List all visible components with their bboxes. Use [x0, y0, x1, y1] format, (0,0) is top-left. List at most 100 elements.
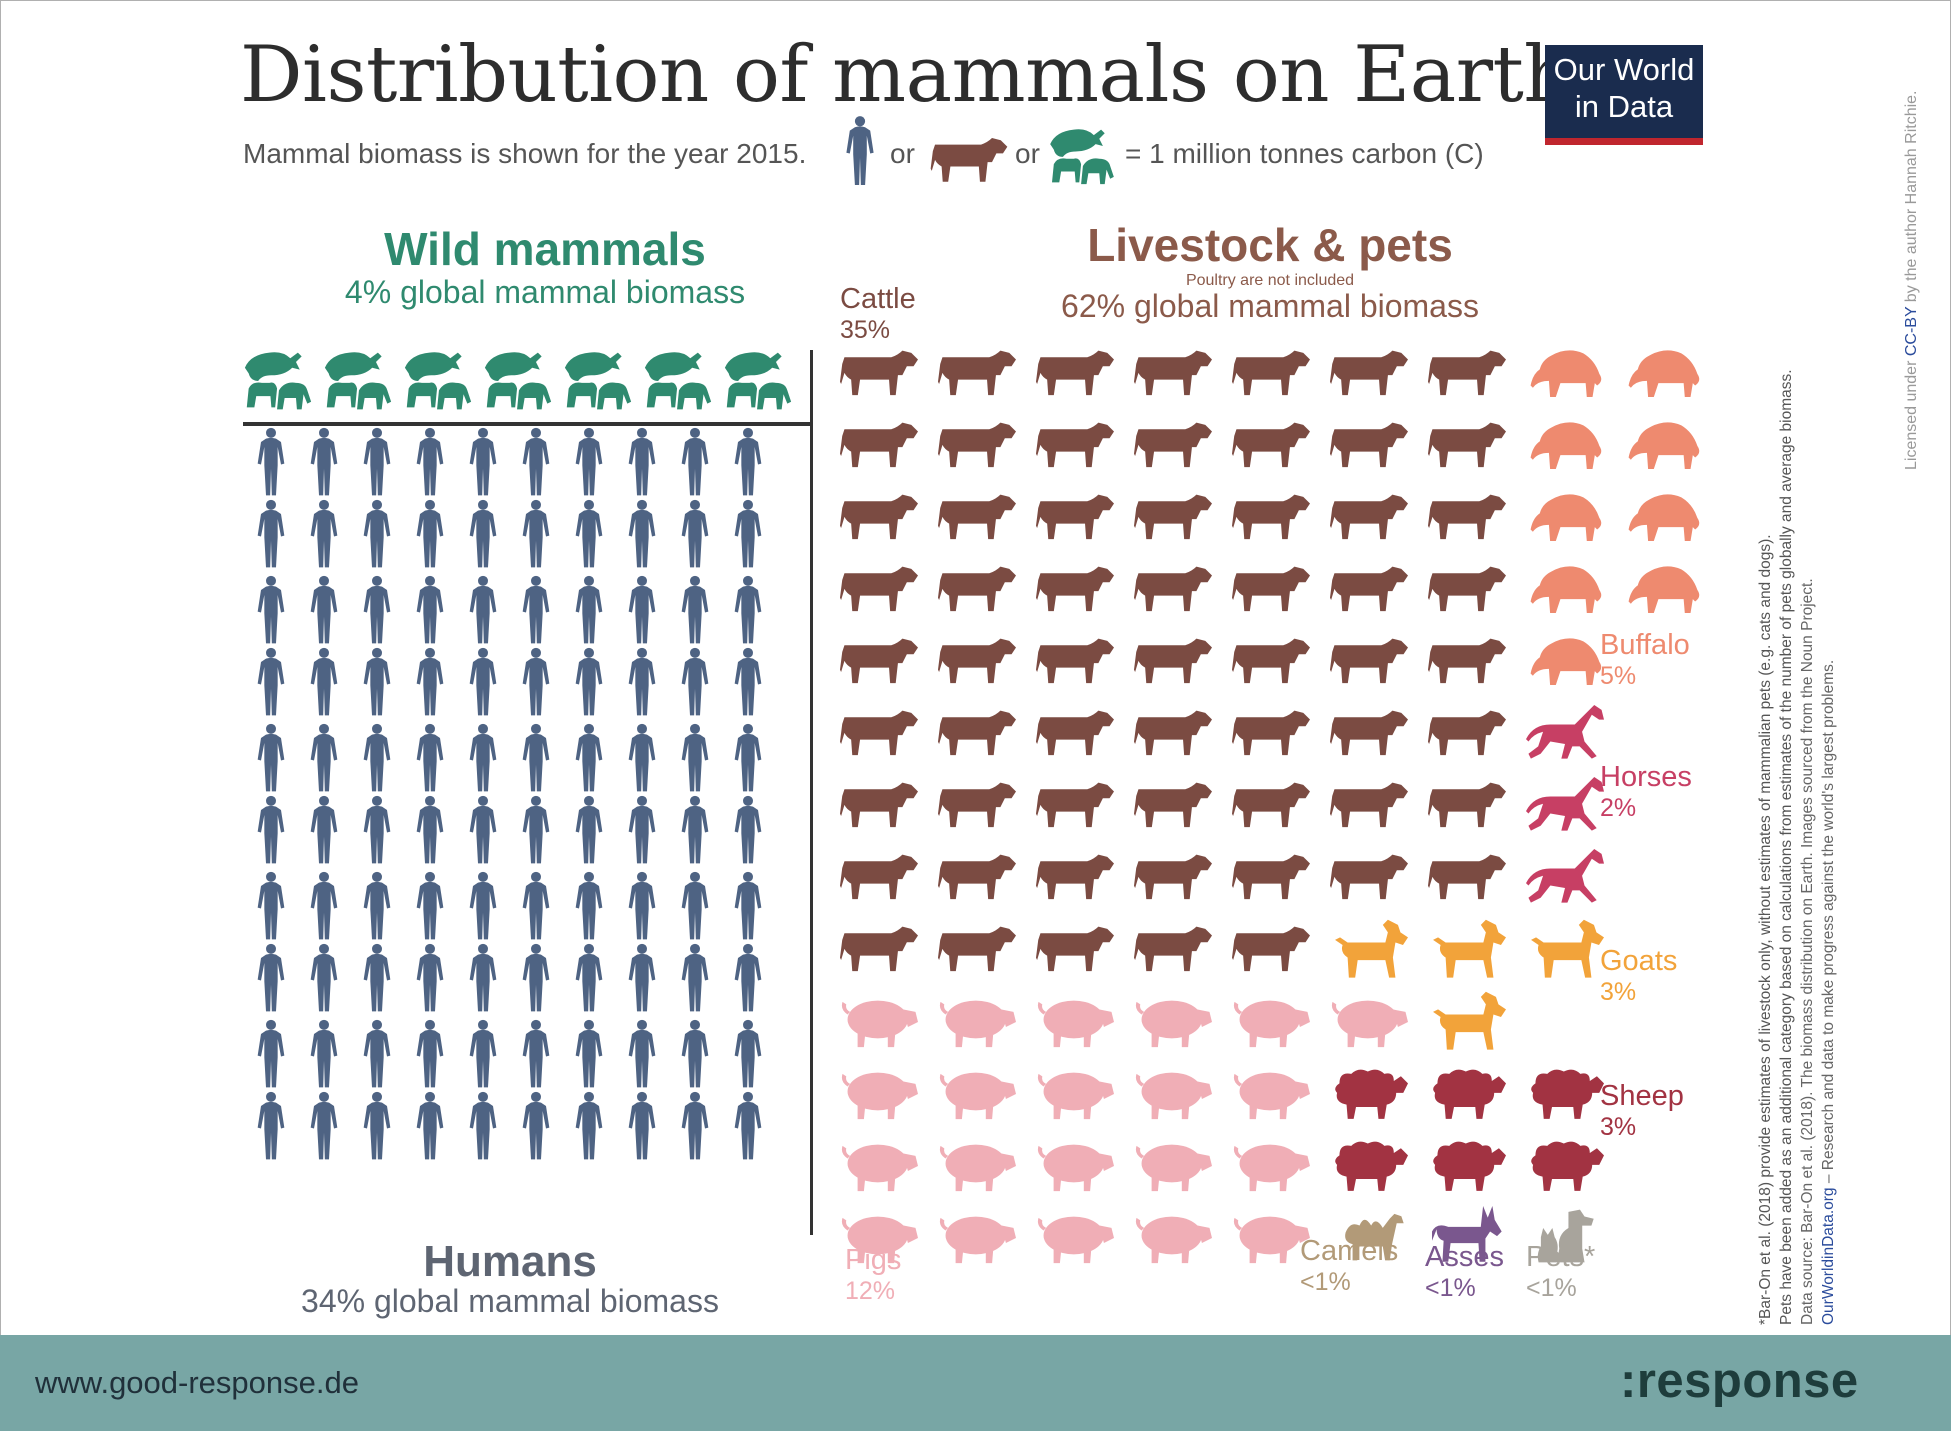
cattle-icon [938, 926, 1016, 972]
cattle-icon [1232, 638, 1310, 684]
note-line-4: OurWorldinData.org – Research and data t… [1818, 0, 1839, 1325]
cattle-icon [1134, 350, 1212, 396]
human-icon [734, 647, 762, 716]
cattle-icon [1036, 422, 1114, 468]
side-notes: *Bar-On et al. (2018) provide estimates … [1755, 0, 1839, 1325]
cattle-icon [1428, 350, 1506, 396]
human-icon [257, 647, 285, 716]
livestock-title: Livestock & pets [1087, 219, 1453, 271]
livestock-subtitle: 62% global mammal biomass [1061, 288, 1479, 324]
label-buffalo-pct: 5% [1600, 662, 1637, 690]
human-icon [575, 1091, 603, 1160]
pig-icon [939, 1216, 1016, 1264]
human-icon [681, 575, 709, 644]
owid-link[interactable]: OurWorldinData.org [1820, 1187, 1837, 1325]
cattle-icon [840, 566, 918, 612]
cattle-icon [938, 422, 1016, 468]
sheep-icon [1335, 1141, 1408, 1191]
human-icon [575, 499, 603, 568]
cattle-icon [938, 638, 1016, 684]
human-icon [310, 943, 338, 1012]
horse-icon [1526, 776, 1604, 831]
label-asses: Asses <1% [1425, 1242, 1504, 1304]
label-camels-pct: <1% [1300, 1268, 1351, 1296]
pig-icon [1233, 1216, 1310, 1264]
human-icon [575, 871, 603, 940]
human-icon [522, 647, 550, 716]
cattle-icon [840, 350, 918, 396]
human-icon [257, 943, 285, 1012]
human-icon [522, 575, 550, 644]
human-icon [257, 427, 285, 496]
human-icon [363, 575, 391, 644]
human-icon [628, 871, 656, 940]
human-icon [469, 575, 497, 644]
human-icon [628, 427, 656, 496]
human-icon [628, 1091, 656, 1160]
cattle-icon [1330, 566, 1408, 612]
sheep-icon [1335, 1069, 1408, 1119]
pig-icon [1135, 1000, 1212, 1048]
human-icon [628, 647, 656, 716]
label-buffalo: Buffalo 5% [1600, 630, 1690, 692]
cattle-icon [938, 350, 1016, 396]
cattle-icon [840, 710, 918, 756]
owid-logo[interactable]: Our World in Data [1545, 45, 1703, 145]
human-icon [310, 795, 338, 864]
label-horses-pct: 2% [1600, 794, 1637, 822]
human-icon [257, 1091, 285, 1160]
buffalo-icon [1628, 422, 1700, 469]
footer-brand: :response [1620, 1354, 1859, 1408]
cattle-icon [1232, 494, 1310, 540]
human-icon [416, 575, 444, 644]
cattle-icon [840, 494, 918, 540]
human-icon [257, 1019, 285, 1088]
cattle-icon [1330, 854, 1408, 900]
cattle-icon [1036, 782, 1114, 828]
cattle-icon [840, 638, 918, 684]
human-icon [734, 795, 762, 864]
human-icon [416, 723, 444, 792]
camel-icon [1345, 1213, 1404, 1261]
pig-icon [939, 1000, 1016, 1048]
human-icon [416, 943, 444, 1012]
label-pets-pct: <1% [1526, 1274, 1577, 1302]
human-icon [522, 871, 550, 940]
pig-icon [841, 1144, 918, 1192]
buffalo-icon [1530, 350, 1602, 397]
cattle-icon [1428, 422, 1506, 468]
human-icon [363, 427, 391, 496]
human-icon [310, 1019, 338, 1088]
human-icon [363, 647, 391, 716]
human-icon [681, 795, 709, 864]
sheep-icon [1531, 1141, 1604, 1191]
footer-url[interactable]: www.good-response.de [35, 1365, 359, 1400]
license-note: Licensed under CC-BY by the author Hanna… [1903, 30, 1921, 471]
goat-icon [1433, 991, 1506, 1050]
human-icon [469, 427, 497, 496]
human-icon [257, 575, 285, 644]
ass-icon [1432, 1205, 1502, 1262]
buffalo-icon [1628, 350, 1700, 397]
pig-icon [1037, 1072, 1114, 1120]
human-icon [681, 647, 709, 716]
label-pets-name: Pets* [1526, 1241, 1596, 1273]
human-icon [416, 795, 444, 864]
label-cattle: Cattle 35% [840, 284, 916, 346]
cattle-icon [1330, 638, 1408, 684]
human-icon [310, 499, 338, 568]
cattle-icon [1134, 926, 1212, 972]
human-icon [734, 499, 762, 568]
cattle-icon [840, 782, 918, 828]
pets-icon [1537, 1209, 1594, 1263]
label-buffalo-name: Buffalo [1600, 629, 1690, 661]
label-camels-name: Camels [1300, 1235, 1399, 1267]
label-pets: Pets* <1% [1526, 1242, 1595, 1304]
cattle-icon [1134, 638, 1212, 684]
human-icon [522, 1019, 550, 1088]
license-link[interactable]: CC-BY [1903, 306, 1920, 357]
cattle-icon [1232, 350, 1310, 396]
livestock-note: Poultry are not included [1185, 272, 1355, 289]
human-icon [734, 575, 762, 644]
page-title: Distribution of mammals on Earth [240, 30, 1574, 120]
